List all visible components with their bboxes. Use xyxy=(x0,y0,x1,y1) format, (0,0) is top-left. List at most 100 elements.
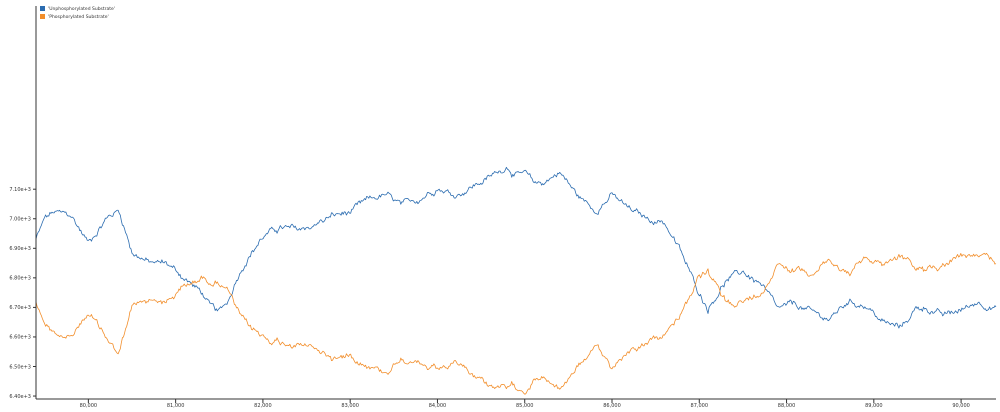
data-point xyxy=(977,256,980,259)
data-point xyxy=(227,288,230,291)
data-point xyxy=(881,321,884,324)
data-point xyxy=(244,324,247,327)
data-point xyxy=(117,353,120,356)
data-point xyxy=(611,194,614,197)
data-point xyxy=(523,389,526,392)
legend-item[interactable]: 'Phosphorylated Substrate' xyxy=(40,14,109,20)
data-point xyxy=(436,185,439,188)
series-line-1 xyxy=(35,252,997,395)
data-point xyxy=(104,335,107,338)
x-axis: 80,000 81,000 82,000 83,000 84,000 85,000 86,0… xyxy=(36,398,996,409)
legend-swatch xyxy=(40,6,45,11)
data-point xyxy=(419,197,422,200)
data-point xyxy=(663,335,666,338)
data-point xyxy=(645,217,648,220)
x-tick-label: 86,000 xyxy=(603,403,621,409)
data-point xyxy=(759,282,762,285)
data-point xyxy=(261,235,264,238)
data-point xyxy=(453,194,456,197)
data-point xyxy=(131,250,134,253)
data-point xyxy=(52,330,55,333)
data-point xyxy=(881,262,884,265)
data-point xyxy=(811,312,814,315)
data-point xyxy=(794,303,797,306)
data-point xyxy=(864,259,867,262)
x-tick-label: 80,000 xyxy=(80,403,98,409)
data-point xyxy=(899,253,902,256)
data-point xyxy=(776,309,779,312)
data-point xyxy=(576,194,579,197)
data-point xyxy=(209,279,212,282)
data-point xyxy=(899,327,902,330)
data-point xyxy=(724,279,727,282)
y-tick-label: 6.40e+3 xyxy=(9,394,31,400)
data-point xyxy=(689,291,692,294)
data-point xyxy=(541,182,544,185)
data-point xyxy=(523,173,526,176)
y-tick-label: 6.60e+3 xyxy=(9,335,31,341)
data-point xyxy=(401,205,404,208)
legend: 'Unphosphorylated Substrate' 'Phosphoryla… xyxy=(40,6,115,20)
data-point xyxy=(916,267,919,270)
data-point xyxy=(331,356,334,359)
data-point xyxy=(541,377,544,380)
data-point xyxy=(69,214,72,217)
data-point xyxy=(296,341,299,344)
data-point xyxy=(104,217,107,220)
data-point xyxy=(488,383,491,386)
data-point xyxy=(680,309,683,312)
plot-area xyxy=(35,164,998,395)
series-0 xyxy=(35,164,998,330)
data-point xyxy=(925,270,928,273)
data-point xyxy=(707,306,710,309)
data-point xyxy=(829,318,832,321)
data-point xyxy=(43,217,46,220)
legend-item[interactable]: 'Unphosphorylated Substrate' xyxy=(40,6,115,12)
data-point xyxy=(794,267,797,270)
data-point xyxy=(960,309,963,312)
data-point xyxy=(628,347,631,350)
data-point xyxy=(200,276,203,279)
x-tick-label: 88,000 xyxy=(778,403,796,409)
data-point xyxy=(995,306,998,309)
data-point xyxy=(846,273,849,276)
data-point xyxy=(131,306,134,309)
data-point xyxy=(453,362,456,365)
data-point xyxy=(515,386,518,389)
data-point xyxy=(218,312,221,315)
data-point xyxy=(87,241,90,244)
data-point xyxy=(960,253,963,256)
x-tick-label: 87,000 xyxy=(691,403,709,409)
data-point xyxy=(532,182,535,185)
y-tick-label: 6.50e+3 xyxy=(9,364,31,370)
data-point xyxy=(279,341,282,344)
data-point xyxy=(698,291,701,294)
data-point xyxy=(209,306,212,309)
data-point xyxy=(52,211,55,214)
data-point xyxy=(506,164,509,167)
data-point xyxy=(218,279,221,282)
series-line-0 xyxy=(35,166,997,329)
data-point xyxy=(401,353,404,356)
data-point xyxy=(117,208,120,211)
data-point xyxy=(593,347,596,350)
data-point xyxy=(366,200,369,203)
data-point xyxy=(384,371,387,374)
x-tick-label: 90,000 xyxy=(952,403,970,409)
data-point xyxy=(148,297,151,300)
data-point xyxy=(349,353,352,356)
data-point xyxy=(846,300,849,303)
data-point xyxy=(165,300,168,303)
data-point xyxy=(811,270,814,273)
data-point xyxy=(436,371,439,374)
data-point xyxy=(515,173,518,176)
x-tick-label: 83,000 xyxy=(341,403,359,409)
data-point xyxy=(384,194,387,197)
data-point xyxy=(366,362,369,365)
data-point xyxy=(942,315,945,318)
legend-label: 'Phosphorylated Substrate' xyxy=(48,14,109,20)
data-point xyxy=(558,389,561,392)
data-point xyxy=(96,229,99,232)
data-point xyxy=(69,335,72,338)
